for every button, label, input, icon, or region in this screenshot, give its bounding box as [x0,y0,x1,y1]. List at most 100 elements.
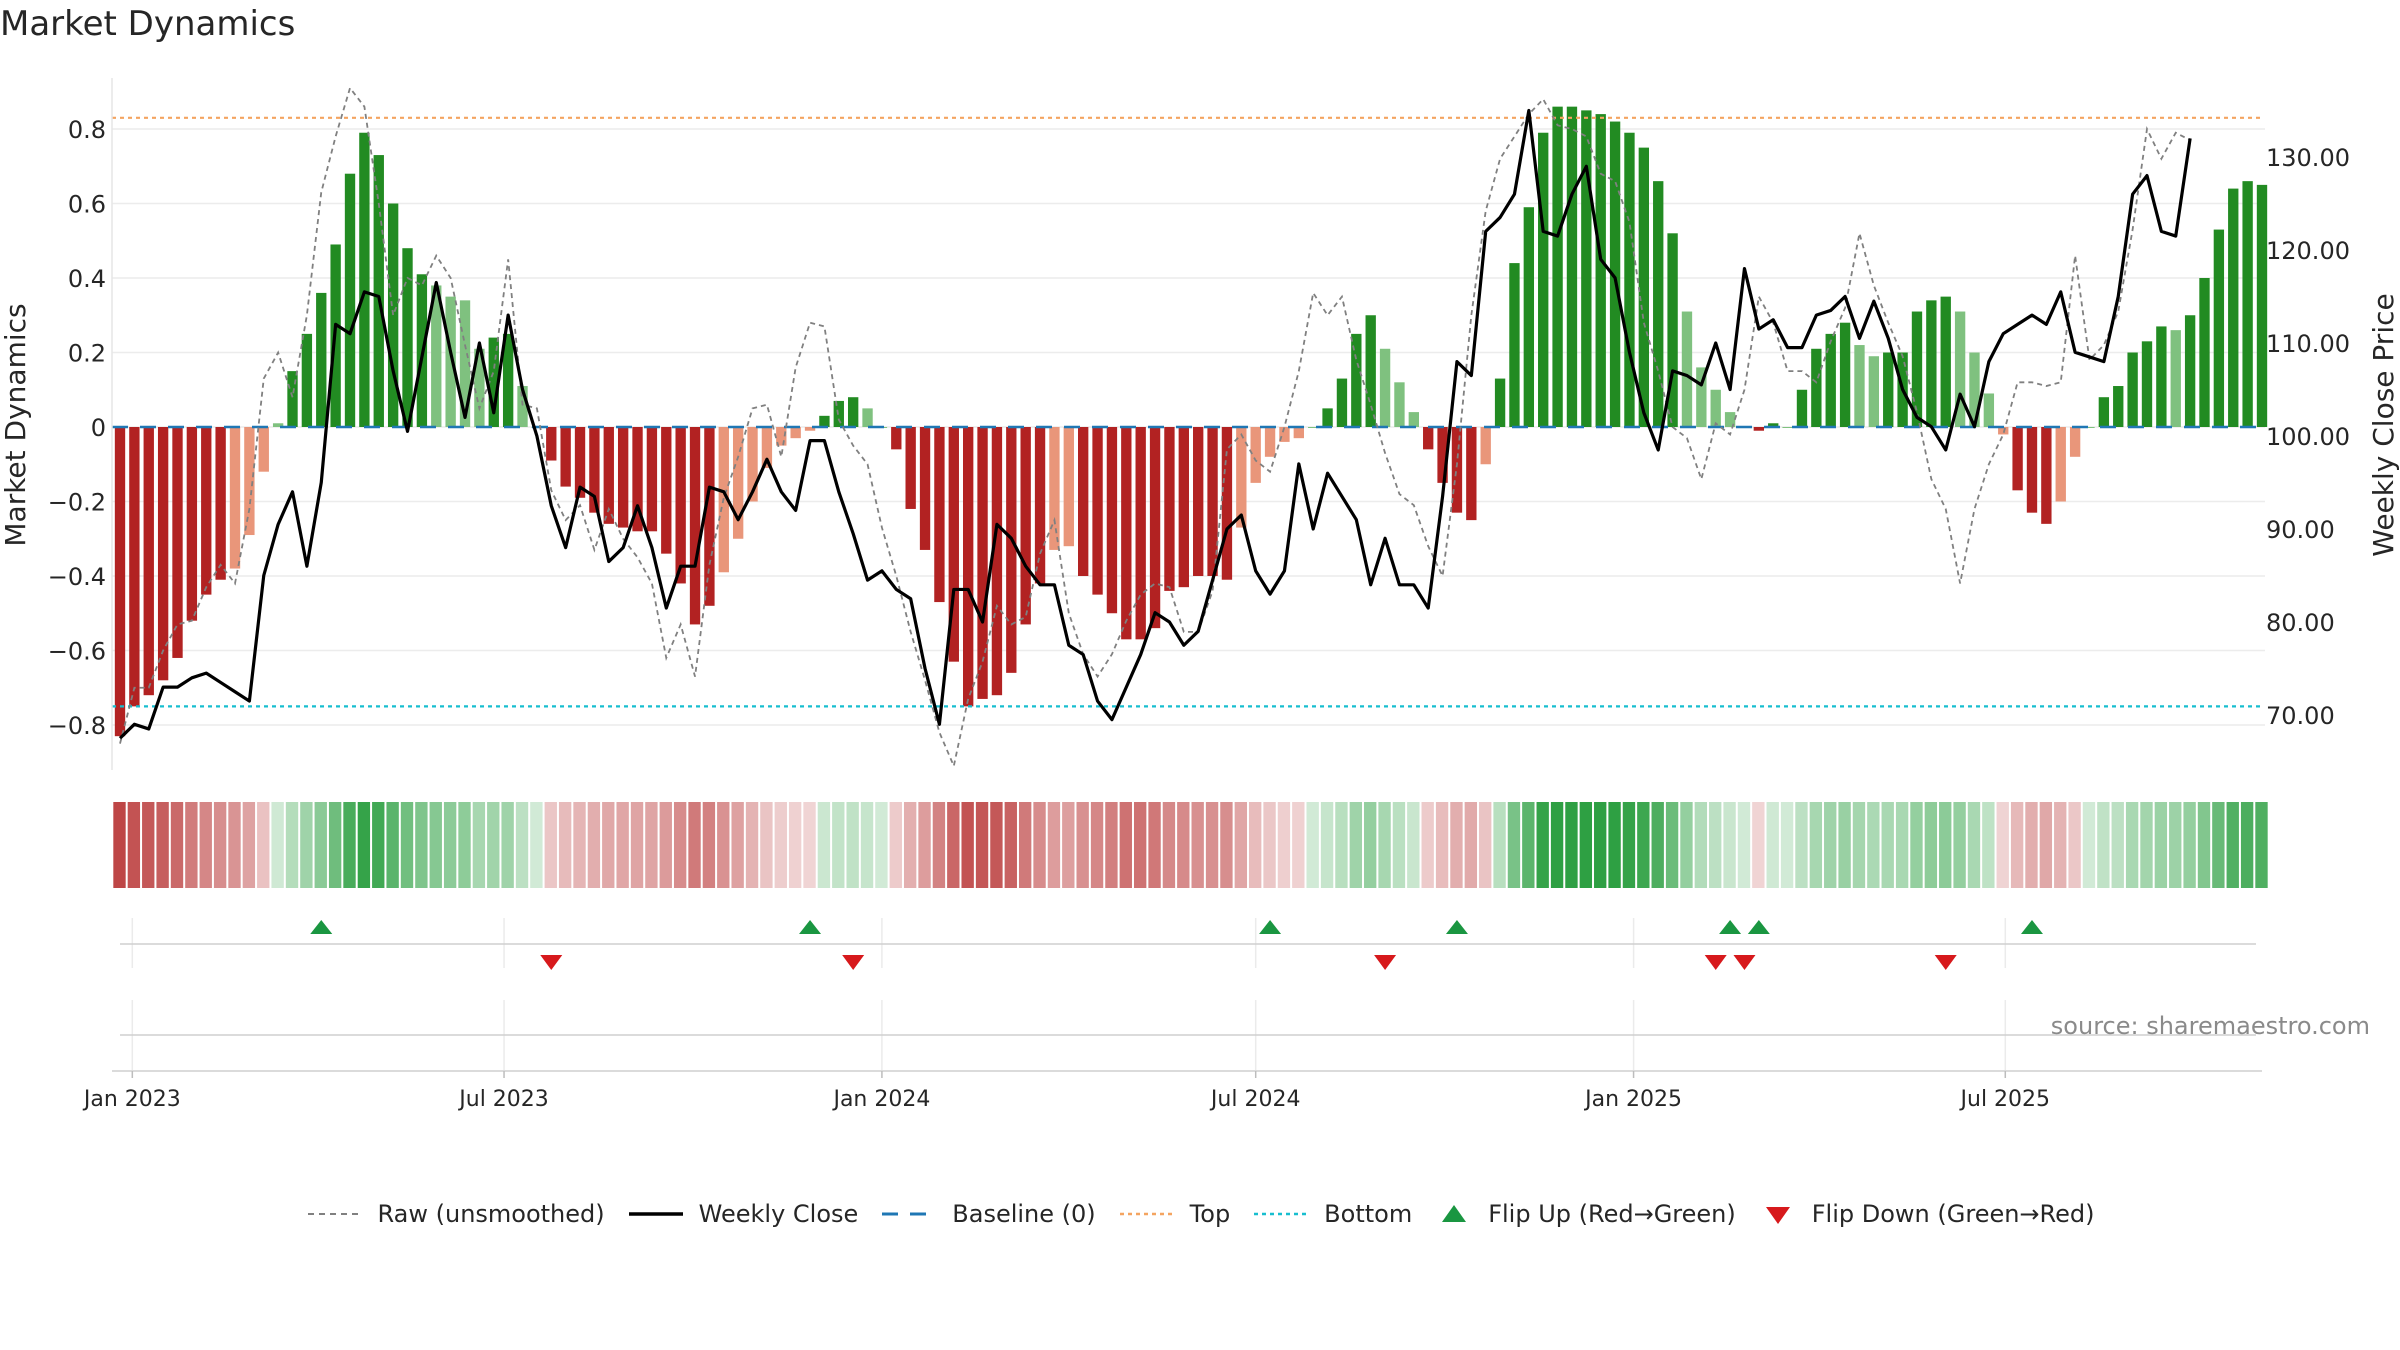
market-dynamics-bar [445,296,456,427]
market-dynamics-bar [905,427,916,509]
regime-band-cell [975,802,989,888]
market-dynamics-bar [847,397,859,427]
regime-band-cell [1565,802,1578,888]
market-dynamics-bar [2026,427,2038,513]
market-dynamics-bar [2141,341,2153,427]
market-dynamics-bar [1969,352,1980,427]
market-dynamics-bar [2256,184,2268,427]
regime-band-cell [2183,802,2196,888]
legend-baseline-swatch [882,1212,937,1216]
flip-down-marker [842,955,865,970]
regime-band-cell [1579,802,1593,888]
market-dynamics-bar [114,427,126,737]
regime-band-cell [630,802,644,888]
regime-band-cell [357,802,371,888]
x-tick-label: Jul 2024 [1209,1087,1301,1112]
regime-band-cell [1119,802,1132,888]
regime-band-cell [1205,802,1219,888]
market-dynamics-bar [1264,427,1276,457]
regime-band-cell [1306,802,1319,888]
regime-band-cell [2240,802,2254,888]
legend-top-label: Top [1189,1200,1231,1228]
regime-band-cell [372,802,385,888]
market-dynamics-bar [1236,427,1247,528]
legend-flip-up-label: Flip Up (Red→Green) [1488,1200,1736,1228]
market-dynamics-bar [546,427,557,461]
regime-band-cell [213,802,227,888]
raw-unsmoothed-line [119,86,2191,769]
regime-band-cell [1292,802,1305,888]
regime-band-cell [2025,802,2038,888]
regime-band-cell [1651,802,1664,888]
market-dynamics-bar [1854,345,1865,427]
regime-band-cell [2010,802,2024,888]
regime-band-cell [1622,802,1636,888]
market-dynamics-bar [1796,389,1808,427]
regime-band-cell [1047,802,1061,888]
market-dynamics-bar [2084,427,2095,428]
reference-lines-layer [112,116,2262,708]
regime-band-cell [731,802,744,888]
regime-band-cell [1996,802,2009,888]
regime-band-cell [616,802,629,888]
regime-band-cell [1838,802,1851,888]
regime-band-cell [501,802,514,888]
regime-band-cell [2154,802,2168,888]
legend-top-swatch [1119,1212,1174,1216]
raw-line-layer [119,86,2191,769]
market-dynamics-bar [459,300,471,427]
market-dynamics-bar [1379,348,1391,427]
flip-up-marker [2020,920,2043,934]
regime-band-cell [1277,802,1291,888]
market-dynamics-bar [1207,427,1218,576]
market-dynamics-bar [589,427,600,513]
regime-band-cell [645,802,658,888]
x-tick-label: Jan 2023 [82,1087,181,1112]
regime-band-cell [1364,802,1377,888]
market-dynamics-bar [474,348,485,427]
market-dynamics-bar [2012,427,2023,491]
regime-band-cell [544,802,557,888]
regime-band-cell [415,802,428,888]
regime-band-cell [515,802,529,888]
legend-close: Weekly Close [627,1200,858,1228]
market-dynamics-bar [1092,427,1103,595]
regime-band-cell [1608,802,1621,888]
chart-title: Market Dynamics [0,4,296,44]
market-dynamics-bar [1221,427,1233,580]
market-dynamics-bar [359,132,370,427]
market-dynamics-bar [1667,233,1678,427]
regime-band-cell [1407,802,1420,888]
regime-band-cell [1493,802,1506,888]
regime-band-cell [1392,802,1406,888]
market-dynamics-bar [387,203,399,427]
regime-band-cell [1249,802,1262,888]
regime-band-cell [285,802,299,888]
regime-band-cell [1349,802,1362,888]
market-dynamics-bar [201,427,212,595]
regime-band-cell [1435,802,1449,888]
legend-flip-down: Flip Down (Green→Red) [1758,1200,2095,1228]
regime-band-cell [1162,802,1176,888]
y-tick-label: −0.2 [48,489,106,517]
market-dynamics-bar [2098,397,2110,427]
market-dynamics-bar [502,333,514,427]
x-tick-label: Jul 2025 [1959,1087,2051,1112]
market-dynamics-bar [1437,427,1448,483]
x-tick-label: Jan 2024 [831,1087,930,1112]
regime-band-cell [300,802,313,888]
bars-layer [114,106,2268,737]
y-axis-label: Market Dynamics [0,303,32,546]
market-dynamics-bar [704,427,715,606]
market-dynamics-bar [2127,352,2138,427]
regime-band-cell [1335,802,1348,888]
regime-band-cell [990,802,1003,888]
regime-band-cell [2111,802,2124,888]
regime-band-cell [1263,802,1276,888]
regime-band-cell [1090,802,1104,888]
regime-band-cell [2140,802,2153,888]
regime-band-cell [2054,802,2067,888]
legend-raw: Raw (unsmoothed) [306,1200,605,1228]
market-dynamics-bar [1566,106,1578,428]
market-dynamics-bar [402,248,413,427]
